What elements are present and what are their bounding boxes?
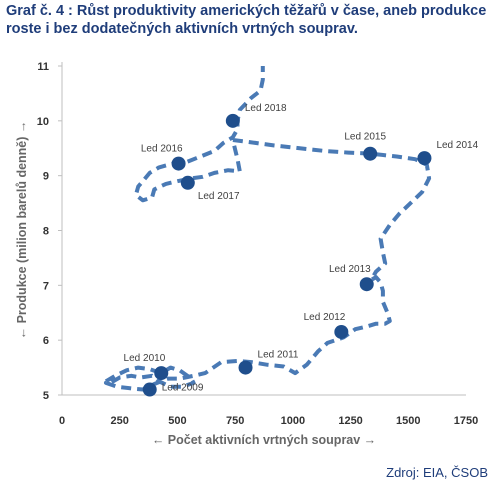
x-tick-label: 1250 [338,415,362,427]
data-point-labels: Led 2009 Led 2010 Led 2011 Led 2012 Led 2013… [124,103,479,394]
x-axis-title: ← Počet aktivních vrtných souprav → [152,433,376,447]
data-point-led-2013 [359,277,374,292]
data-point-label: Led 2016 [141,144,183,155]
data-point-label: Led 2011 [258,350,299,361]
data-point-led-2018 [225,113,240,128]
x-tick-labels: 0 250 500 750 1000 1250 1500 1750 [59,415,478,427]
x-tick-label: 0 [59,415,65,427]
data-point-label: Led 2014 [436,140,478,151]
data-point-label: Led 2012 [304,312,346,323]
y-tick-label: 7 [43,280,49,292]
data-point-led-2015 [363,146,378,161]
data-point-led-2016 [171,156,186,171]
x-tick-label: 250 [111,415,129,427]
y-axis-title: ← Produkce (milion barelů denně) → [15,121,29,340]
y-tick-label: 10 [37,116,49,128]
data-point-label: Led 2018 [245,103,287,114]
data-point-label: Led 2013 [329,264,371,275]
y-tick-label: 9 [43,171,49,183]
data-point-led-2014 [417,151,432,166]
data-point-label: Led 2009 [162,383,204,394]
x-tick-label: 1750 [454,415,478,427]
y-tick-label: 11 [37,61,49,73]
data-point-led-2017 [180,175,195,190]
data-point-led-2009 [142,382,157,397]
x-tick-label: 1500 [396,415,420,427]
data-point-label: Led 2015 [344,132,386,143]
data-point-led-2010 [154,366,169,381]
production-path-line [103,66,432,392]
x-tick-label: 750 [226,415,244,427]
data-point-label: Led 2017 [198,191,240,202]
x-tick-label: 500 [168,415,186,427]
y-tick-labels: 5 6 7 8 9 10 11 [37,61,62,402]
source-note: Zdroj: EIA, ČSOB [386,465,488,480]
y-tick-label: 5 [43,390,49,402]
data-points [142,113,432,397]
data-point-led-2011 [238,360,253,375]
x-tick-label: 1000 [281,415,305,427]
data-point-label: Led 2010 [124,353,166,364]
chart-title: Graf č. 4 : Růst produktivity amerických… [6,3,487,37]
data-point-led-2012 [334,324,349,339]
y-tick-label: 6 [43,335,49,347]
y-tick-label: 8 [43,226,49,238]
